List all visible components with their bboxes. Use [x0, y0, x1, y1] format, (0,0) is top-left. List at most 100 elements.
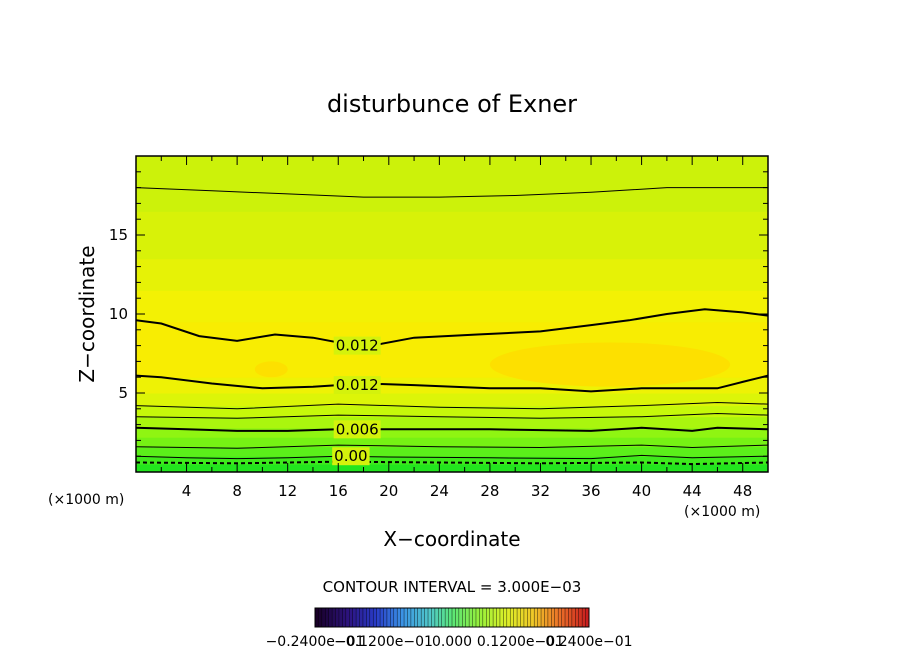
colorbar-swatch — [380, 608, 384, 627]
contour-label-background — [332, 447, 370, 466]
colorbar-swatch — [345, 608, 350, 627]
colorbar-swatch — [510, 608, 514, 627]
contour-line — [136, 426, 768, 432]
x-tick-label: 16 — [329, 482, 348, 500]
contour-line — [136, 308, 768, 349]
contour-labels: 0.012 0.012 0.006 0.00 — [332, 336, 381, 466]
colorbar-swatch — [393, 608, 398, 627]
field-band — [136, 446, 768, 457]
chart-title: disturbunce of Exner — [327, 90, 577, 118]
x-tick-label: 40 — [632, 482, 651, 500]
colorbar-swatch — [386, 608, 391, 627]
contour-line — [136, 460, 768, 466]
colorbar-swatch — [517, 608, 521, 627]
colorbar-swatch — [342, 608, 347, 627]
y-axis-ticks: 5 10 15 — [109, 155, 768, 457]
colorbar-swatch — [537, 608, 542, 627]
colorbar-swatch — [431, 608, 436, 627]
contour-line — [136, 444, 768, 449]
colorbar-swatch — [482, 608, 487, 627]
colorbar-swatch — [318, 608, 323, 627]
x-tick-label: 12 — [278, 482, 297, 500]
colorbar-tick-label: 0.1200e−01 — [477, 634, 564, 650]
colorbar-swatch — [465, 608, 470, 627]
colorbar-swatch — [369, 608, 374, 627]
contour-label-background — [333, 420, 381, 439]
colorbar-swatch — [362, 608, 367, 627]
colorbar-swatch — [417, 608, 422, 627]
colorbar-swatch — [414, 608, 419, 627]
contour-label: 0.012 — [336, 376, 379, 394]
colorbar-swatch — [506, 608, 511, 627]
field-maxima — [254, 342, 731, 387]
colorbar-frame — [314, 607, 590, 628]
x-tick-label: 4 — [182, 482, 192, 500]
contour-label: 0.012 — [336, 337, 379, 355]
colorbar-swatch — [462, 608, 466, 627]
colorbar-swatch — [315, 608, 319, 627]
colorbar-swatch — [390, 608, 395, 627]
field-band — [136, 416, 768, 429]
colorbar-swatch — [571, 608, 576, 627]
x-tick-label: 32 — [531, 482, 550, 500]
colorbar-swatch — [578, 608, 583, 627]
colorbar-swatch — [373, 608, 377, 627]
x-tick-label: 48 — [733, 482, 752, 500]
colorbar-swatch — [366, 608, 371, 627]
colorbar-swatch — [551, 608, 556, 627]
contour-label-background — [333, 376, 381, 395]
contour-line — [136, 187, 768, 198]
colorbar-swatch — [441, 608, 446, 627]
colorbar-swatch — [332, 608, 336, 627]
colorbar-swatch — [534, 608, 538, 627]
colorbar-swatch — [445, 608, 449, 627]
colorbar-swatch — [582, 608, 586, 627]
contour-label-background — [333, 336, 381, 355]
colorbar-swatch — [421, 608, 425, 627]
field-maximum-patch — [489, 342, 731, 387]
colorbar-swatch — [558, 608, 562, 627]
colorbar-swatch — [565, 608, 569, 627]
x-axis-ticks: 4 8 12 16 20 24 28 32 36 40 44 48 — [160, 156, 769, 500]
colorbar-swatch — [376, 608, 381, 627]
y-tick-label: 10 — [109, 305, 128, 323]
colorbar-swatch — [561, 608, 566, 627]
field-band — [136, 427, 768, 438]
colorbar-tick-label: −0.2400e−01 — [266, 634, 365, 650]
x-tick-label: 28 — [480, 482, 499, 500]
colorbar-tick-label: 0.2400e−01 — [545, 634, 632, 650]
colorbar-swatch — [338, 608, 343, 627]
contour-interval-text: CONTOUR INTERVAL = 3.000E−03 — [323, 578, 582, 596]
colorbar-swatch — [547, 608, 552, 627]
colorbar-swatch — [554, 608, 559, 627]
colorbar-swatch — [321, 608, 326, 627]
colorbar-swatch — [400, 608, 405, 627]
colorbar-swatch — [352, 608, 357, 627]
colorbar-swatch — [328, 608, 333, 627]
field-band — [136, 437, 768, 448]
colorbar-swatch — [438, 608, 443, 627]
colorbar-swatch — [458, 608, 463, 627]
colorbar-swatch — [544, 608, 549, 627]
field-band — [136, 393, 768, 407]
colorbar-swatch — [479, 608, 484, 627]
colorbar-swatch — [499, 608, 504, 627]
colorbar-swatch — [513, 608, 518, 627]
y-tick-label: 15 — [109, 226, 128, 244]
colorbar-swatch — [503, 608, 508, 627]
colorbar-swatch — [527, 608, 532, 627]
colorbar-swatch — [523, 608, 528, 627]
colorbar-swatch — [325, 608, 329, 627]
colorbar-swatch — [359, 608, 364, 627]
colorbar-swatch — [452, 608, 456, 627]
field-band — [136, 211, 768, 260]
colorbar-swatch — [397, 608, 401, 627]
field-band — [136, 464, 768, 472]
x-tick-label: 36 — [581, 482, 600, 500]
colorbar-swatch — [520, 608, 525, 627]
colorbar-swatch — [486, 608, 490, 627]
x-tick-label: 8 — [232, 482, 242, 500]
field-band — [136, 290, 768, 323]
